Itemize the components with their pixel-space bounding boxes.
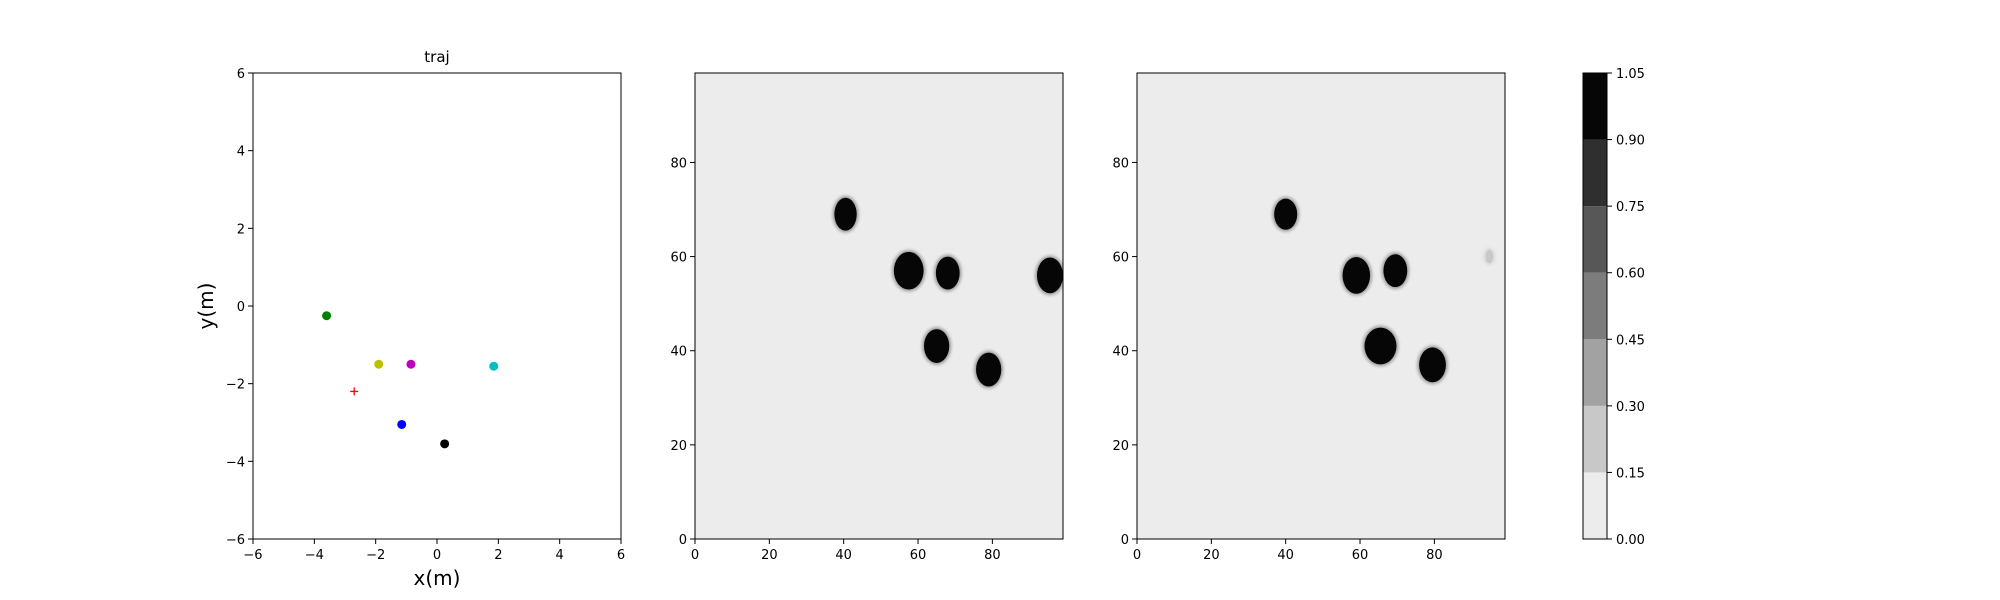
heatmap-blob	[1036, 257, 1063, 294]
scatter-point	[397, 419, 407, 429]
colorbar-band	[1583, 405, 1607, 473]
trajectory-y-tick-label: 2	[237, 222, 245, 237]
scatter-point	[489, 361, 499, 371]
heatmap-1-x-tick-label: 80	[984, 548, 1001, 563]
trajectory-y-tick-label: −2	[226, 378, 245, 393]
heatmap-1-y-tick-label: 40	[670, 345, 687, 360]
heatmap-blob-layer	[1272, 196, 1495, 385]
colorbar-tick-label: 0.30	[1616, 400, 1645, 415]
heatmap-1-y-tick-label: 0	[679, 533, 687, 548]
heatmap-2-y-tick-label: 40	[1112, 345, 1129, 360]
x-axis-label: x(m)	[414, 566, 461, 590]
heatmap-2-x-tick-label: 80	[1426, 548, 1443, 563]
scatter-point	[406, 359, 416, 369]
trajectory-x-tick-label: −2	[366, 548, 385, 563]
heatmap-1-x-tick-label: 60	[910, 548, 927, 563]
colorbar-tick-label: 0.45	[1616, 333, 1645, 348]
heatmap-blob	[1274, 198, 1298, 230]
heatmap-2-y-tick-label: 0	[1121, 533, 1129, 548]
colorbar-tick-label: 0.15	[1616, 466, 1645, 481]
colorbar-tick-label: 1.05	[1616, 67, 1645, 82]
colorbar-band	[1583, 339, 1607, 406]
trajectory-scatter-panel: traj x(m) y(m) −6 −4 −2 0 2 4 6 −6 −4 −2 0 2 4 6	[194, 48, 625, 590]
heatmap-1-frame	[694, 72, 1064, 540]
colorbar-tick-label: 0.60	[1616, 267, 1645, 282]
colorbar: 0.00 0.15 0.30 0.45 0.60 0.75 0.90 1.05	[1582, 67, 1645, 548]
colorbar-band	[1583, 73, 1607, 140]
heatmap-2-x-tick-label: 60	[1352, 548, 1369, 563]
heatmap-2-blobs	[1272, 196, 1495, 385]
heatmap-2-x-tick-label: 40	[1277, 548, 1294, 563]
colorbar-tick-label: 0.75	[1616, 200, 1645, 215]
colorbar-bands	[1583, 73, 1607, 539]
trajectory-axis-ticks: −6 −4 −2 0 2 4 6 −6 −4 −2 0 2 4 6	[226, 67, 625, 563]
heatmap-1-x-tick-label: 0	[691, 548, 699, 563]
trajectory-x-tick-label: −4	[305, 548, 324, 563]
heatmap-blob	[1383, 254, 1408, 288]
heatmap-2-x-tick-label: 20	[1203, 548, 1220, 563]
heatmap-1-y-tick-label: 60	[670, 251, 687, 266]
heatmap-1-x-tick-label: 40	[835, 548, 852, 563]
chart-title: traj	[424, 48, 449, 66]
trajectory-x-tick-label: 2	[494, 548, 502, 563]
heatmap-1-background	[695, 73, 1063, 539]
trajectory-x-tick-label: 0	[433, 548, 441, 563]
heatmap-blob	[1485, 249, 1494, 264]
trajectory-y-tick-label: 0	[237, 300, 245, 315]
trajectory-points	[322, 311, 499, 449]
heatmap-1-y-tick-label: 20	[670, 439, 687, 454]
trajectory-x-tick-label: 4	[556, 548, 564, 563]
colorbar-band	[1583, 472, 1607, 539]
heatmap-2-background	[1137, 73, 1505, 539]
heatmap-blob	[893, 251, 924, 290]
colorbar-tick-label: 0.00	[1616, 533, 1645, 548]
heatmap-2-y-tick-label: 20	[1112, 439, 1129, 454]
trajectory-y-tick-label: 4	[237, 145, 245, 160]
occupancy-heatmap-panel-1: 0 20 40 60 80 0 20 40 60 80	[670, 72, 1064, 563]
scatter-point	[440, 439, 450, 449]
heatmap-2-y-tick-label: 60	[1112, 251, 1129, 266]
heatmap-2-x-tick-label: 0	[1133, 548, 1141, 563]
heatmap-2-frame	[1136, 72, 1506, 540]
colorbar-band	[1583, 272, 1607, 340]
heatmap-1-axis-ticks: 0 20 40 60 80 0 20 40 60 80	[670, 156, 1000, 563]
heatmap-blob-layer	[832, 195, 1063, 389]
scatter-point	[322, 311, 332, 321]
occupancy-heatmap-panel-2: 0 20 40 60 80 0 20 40 60 80	[1112, 72, 1506, 563]
heatmap-blob	[1364, 327, 1397, 365]
heatmap-1-x-tick-label: 20	[761, 548, 778, 563]
colorbar-band	[1583, 139, 1607, 207]
colorbar-band	[1583, 206, 1607, 273]
heatmap-blob	[935, 256, 960, 290]
trajectory-x-tick-label: −6	[243, 548, 262, 563]
heatmap-1-y-tick-label: 80	[670, 156, 687, 171]
colorbar-ticks: 0.00 0.15 0.30 0.45 0.60 0.75 0.90 1.05	[1607, 67, 1645, 548]
heatmap-1-blobs	[832, 195, 1063, 389]
trajectory-plot-frame	[252, 72, 622, 540]
heatmap-blob	[834, 197, 857, 231]
trajectory-y-tick-label: 6	[237, 67, 245, 82]
y-axis-label: y(m)	[194, 283, 218, 330]
heatmap-blob	[976, 352, 1002, 387]
trajectory-y-tick-label: −4	[226, 455, 245, 470]
scatter-point-plus	[350, 387, 359, 396]
heatmap-2-axis-ticks: 0 20 40 60 80 0 20 40 60 80	[1112, 156, 1442, 563]
heatmap-blob	[1342, 257, 1371, 294]
scatter-point	[374, 359, 384, 369]
trajectory-x-tick-label: 6	[617, 548, 625, 563]
heatmap-blob	[923, 329, 950, 363]
heatmap-blob	[1419, 347, 1446, 383]
heatmap-2-y-tick-label: 80	[1112, 156, 1129, 171]
trajectory-y-tick-label: −6	[226, 533, 245, 548]
colorbar-tick-label: 0.90	[1616, 134, 1645, 149]
colorbar-frame	[1582, 72, 1608, 540]
